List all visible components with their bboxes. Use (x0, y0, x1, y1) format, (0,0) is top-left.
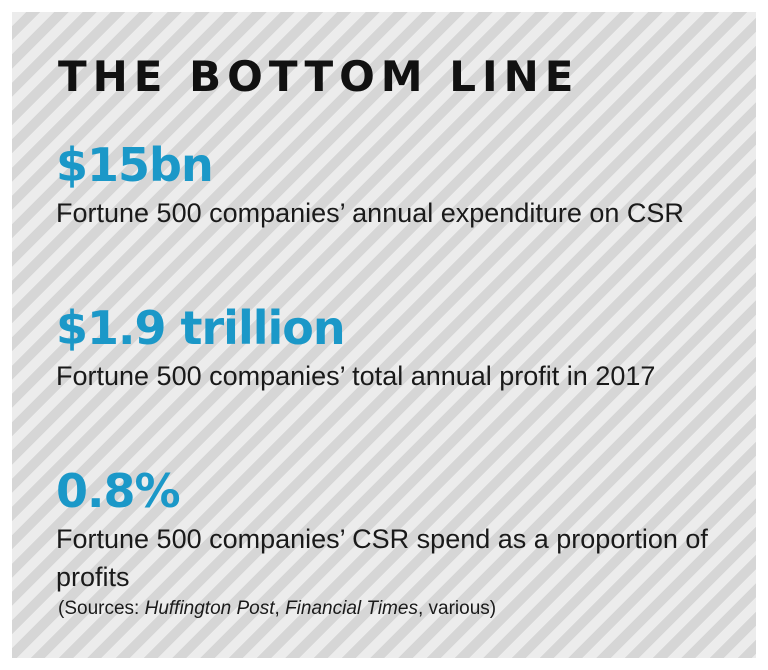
stat-value: 0.8% (56, 464, 181, 518)
sources-prefix: (Sources: (58, 598, 145, 619)
sources-separator: , (274, 598, 286, 619)
stat-description: Fortune 500 companies’ annual expenditur… (56, 198, 684, 228)
source-huffington-post: Huffington Post (144, 598, 275, 619)
source-financial-times: Financial Times (285, 598, 418, 619)
panel-title: THE BOTTOM LINE (58, 52, 580, 101)
sources-suffix: , various) (417, 598, 497, 619)
stat-block-proportion: 0.8% Fortune 500 companies’ CSR spend as… (56, 464, 746, 596)
stat-description: Fortune 500 companies’ CSR spend as a pr… (56, 524, 708, 592)
stat-value: $1.9 trillion (56, 301, 346, 355)
stat-description: Fortune 500 companies’ total annual prof… (56, 361, 656, 391)
sources-note: (Sources: Huffington Post, Financial Tim… (58, 598, 496, 620)
stat-value: $15bn (56, 138, 214, 192)
infographic-panel: THE BOTTOM LINE $15bn Fortune 500 compan… (12, 12, 756, 658)
stat-block-profit: $1.9 trillion Fortune 500 companies’ tot… (56, 301, 746, 395)
stat-block-expenditure: $15bn Fortune 500 companies’ annual expe… (56, 138, 746, 232)
